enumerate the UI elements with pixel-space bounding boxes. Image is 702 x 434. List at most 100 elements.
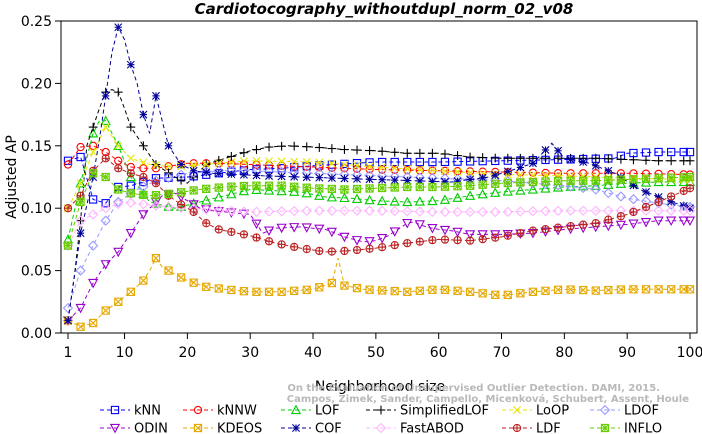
data-point-cof [76, 229, 85, 238]
data-point-fastabod [552, 205, 564, 216]
legend-marker [512, 423, 522, 433]
data-point-cof [265, 171, 274, 180]
data-point-ldf [553, 223, 563, 232]
data-point-simplifiedlof [264, 142, 274, 152]
data-point-loop [101, 123, 110, 132]
legend-item-cof: COF [281, 422, 342, 434]
data-point-simplifiedlof [314, 143, 324, 152]
legend-marker [513, 406, 521, 414]
data-point-lof [226, 188, 237, 199]
data-point-ldf [340, 246, 349, 256]
data-point-simplifiedlof [113, 87, 123, 97]
data-point-inflo [151, 190, 161, 200]
data-point-simplifiedlof [327, 144, 337, 153]
plot-frame [60, 20, 698, 334]
data-point-odin [389, 227, 400, 237]
data-point-knnw [302, 162, 311, 171]
data-point-inflo [101, 172, 110, 182]
data-point-loop [403, 164, 412, 173]
x-tick-label: 50 [367, 345, 385, 361]
data-point-loop [76, 179, 85, 188]
data-point-fastabod [389, 205, 400, 217]
data-point-loop [415, 165, 424, 174]
data-point-knn [340, 159, 349, 169]
data-point-kdeos [453, 286, 462, 295]
data-point-loop [114, 141, 123, 150]
data-point-inflo [654, 174, 663, 183]
data-point-simplifiedlof [641, 155, 651, 165]
data-point-ldf [541, 225, 550, 234]
x-tick-label: 30 [241, 345, 259, 361]
x-tick-label: 60 [430, 345, 448, 361]
data-point-kdeos [604, 285, 613, 295]
data-point-cof [239, 170, 248, 179]
data-point-cof [566, 155, 575, 164]
data-point-knn [101, 199, 110, 208]
data-point-cof [290, 172, 299, 181]
legend-item-odin: ODIN [100, 422, 168, 434]
data-point-inflo [264, 181, 274, 190]
data-point-kdeos [685, 285, 695, 294]
data-point-lof [289, 186, 300, 196]
data-point-kdeos [315, 283, 324, 292]
data-point-odin [188, 200, 199, 210]
data-point-lof [113, 140, 124, 150]
data-point-inflo [465, 181, 475, 190]
data-point-lof [213, 191, 224, 202]
data-point-lof [326, 191, 337, 202]
data-point-inflo [126, 189, 135, 198]
data-point-kdeos [503, 290, 512, 299]
data-point-simplifiedlof [252, 145, 261, 154]
legend-marker [376, 405, 386, 415]
data-point-simplifiedlof [302, 142, 312, 152]
legend-marker [600, 423, 610, 433]
data-point-ldf [101, 154, 110, 163]
data-point-odin [201, 205, 212, 215]
data-point-lof [452, 192, 463, 202]
data-point-cof [151, 91, 160, 100]
data-point-fastabod [590, 205, 601, 216]
data-point-loop [353, 161, 361, 170]
data-point-simplifiedlof [126, 122, 136, 132]
x-tick-label: 80 [555, 345, 573, 361]
data-point-lof [100, 115, 111, 125]
data-point-knnw [365, 165, 374, 174]
data-point-simplifiedlof [616, 154, 626, 164]
data-point-lof [201, 195, 212, 205]
data-point-inflo [403, 182, 412, 192]
data-point-inflo [327, 184, 337, 194]
data-point-ldf [503, 231, 512, 240]
legend-label: COF [315, 422, 342, 434]
data-point-simplifiedlof [478, 153, 488, 162]
data-point-fastabod [439, 206, 451, 218]
data-point-fastabod [427, 206, 438, 217]
data-point-lof [502, 186, 513, 196]
data-point-inflo [239, 181, 249, 191]
data-point-ldf [528, 226, 538, 235]
x-tick-label: 70 [493, 345, 511, 361]
data-point-cof [491, 171, 500, 180]
data-point-kdeos [214, 284, 223, 293]
data-point-lof [238, 185, 250, 196]
y-tick-label: 0.00 [21, 326, 52, 342]
data-point-cof [277, 172, 286, 181]
data-point-cof [478, 173, 487, 182]
data-point-simplifiedlof [685, 156, 695, 166]
data-point-knn [415, 157, 424, 167]
data-point-cof [302, 173, 311, 182]
data-point-inflo [440, 182, 450, 191]
data-point-kdeos [239, 287, 249, 296]
data-point-kdeos [290, 286, 299, 295]
data-point-inflo [616, 175, 626, 184]
data-point-fastabod [226, 205, 237, 216]
data-point-odin [684, 216, 696, 227]
series-inflo [63, 169, 695, 250]
data-point-kdeos [516, 289, 525, 298]
data-point-lof [377, 195, 388, 206]
y-axis-label: Adjusted AP [4, 135, 20, 219]
data-point-lof [314, 190, 325, 200]
data-point-cof [114, 23, 123, 32]
data-point-ldf [478, 235, 487, 244]
data-point-ldf [139, 172, 148, 182]
data-point-ldof [590, 184, 601, 195]
